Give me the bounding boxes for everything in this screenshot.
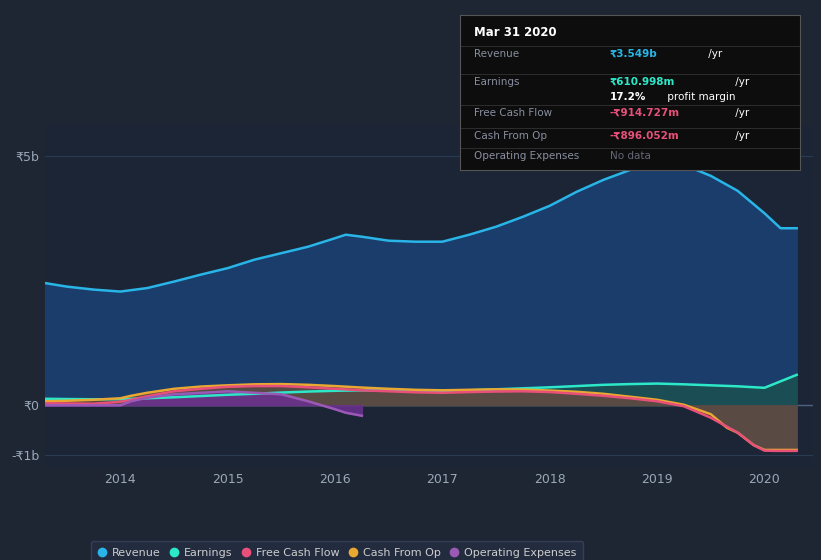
- Text: Mar 31 2020: Mar 31 2020: [474, 26, 556, 39]
- Text: /yr: /yr: [732, 108, 750, 118]
- Text: Free Cash Flow: Free Cash Flow: [474, 108, 552, 118]
- Text: Cash From Op: Cash From Op: [474, 131, 547, 141]
- Text: /yr: /yr: [704, 49, 722, 59]
- Text: /yr: /yr: [732, 131, 750, 141]
- Text: Revenue: Revenue: [474, 49, 519, 59]
- Text: ₹610.998m: ₹610.998m: [610, 77, 675, 87]
- Text: profit margin: profit margin: [664, 92, 736, 102]
- Text: Earnings: Earnings: [474, 77, 519, 87]
- Text: -₹914.727m: -₹914.727m: [610, 108, 680, 118]
- Text: ₹3.549b: ₹3.549b: [610, 49, 658, 59]
- Text: No data: No data: [610, 151, 650, 161]
- Text: Operating Expenses: Operating Expenses: [474, 151, 579, 161]
- Text: -₹896.052m: -₹896.052m: [610, 131, 679, 141]
- Text: 17.2%: 17.2%: [610, 92, 646, 102]
- Text: /yr: /yr: [732, 77, 750, 87]
- Legend: Revenue, Earnings, Free Cash Flow, Cash From Op, Operating Expenses: Revenue, Earnings, Free Cash Flow, Cash …: [91, 541, 583, 560]
